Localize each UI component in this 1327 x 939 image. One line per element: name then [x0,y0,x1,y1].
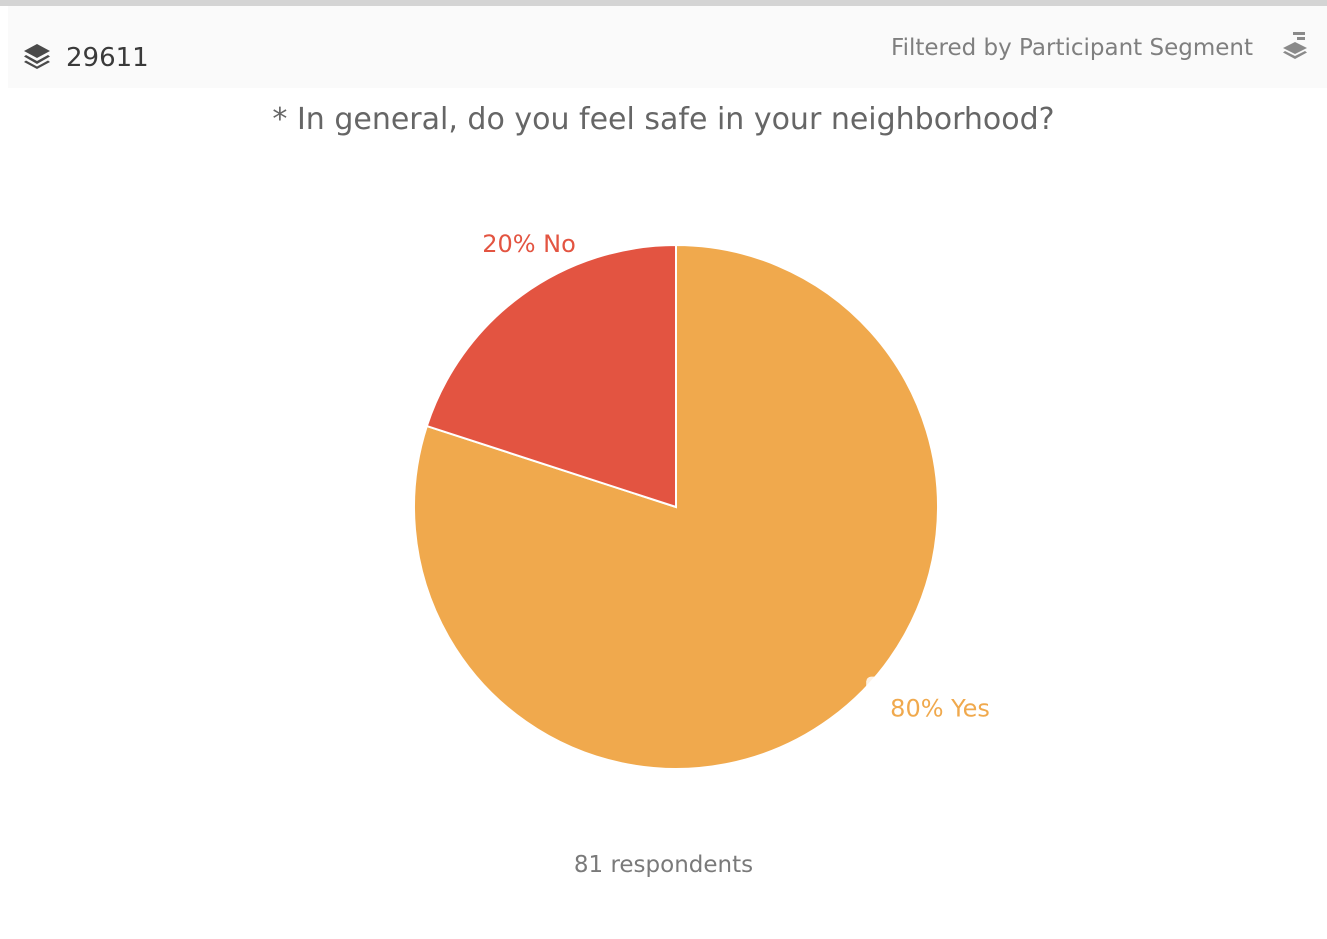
question-title: * In general, do you feel safe in your n… [272,102,1055,137]
layers-icon [22,42,52,74]
layers-filter-icon[interactable] [1281,31,1309,65]
segment-name: 29611 [66,43,149,73]
pie-slice-no[interactable] [425,243,677,509]
respondent-count: 81 respondents [573,852,754,878]
label-connector [866,676,887,691]
participant-segment[interactable]: 29611 [22,40,149,76]
slice-label-no: 20% No [482,230,576,258]
label-connector [579,244,600,259]
slice-label-yes: 80% Yes [890,695,990,723]
pie-slice-yes[interactable] [413,243,939,770]
header-bar [8,6,1327,88]
filter-label: Filtered by Participant Segment [891,35,1253,61]
segment-filter[interactable]: Filtered by Participant Segment [891,30,1309,66]
top-divider [0,0,1327,6]
